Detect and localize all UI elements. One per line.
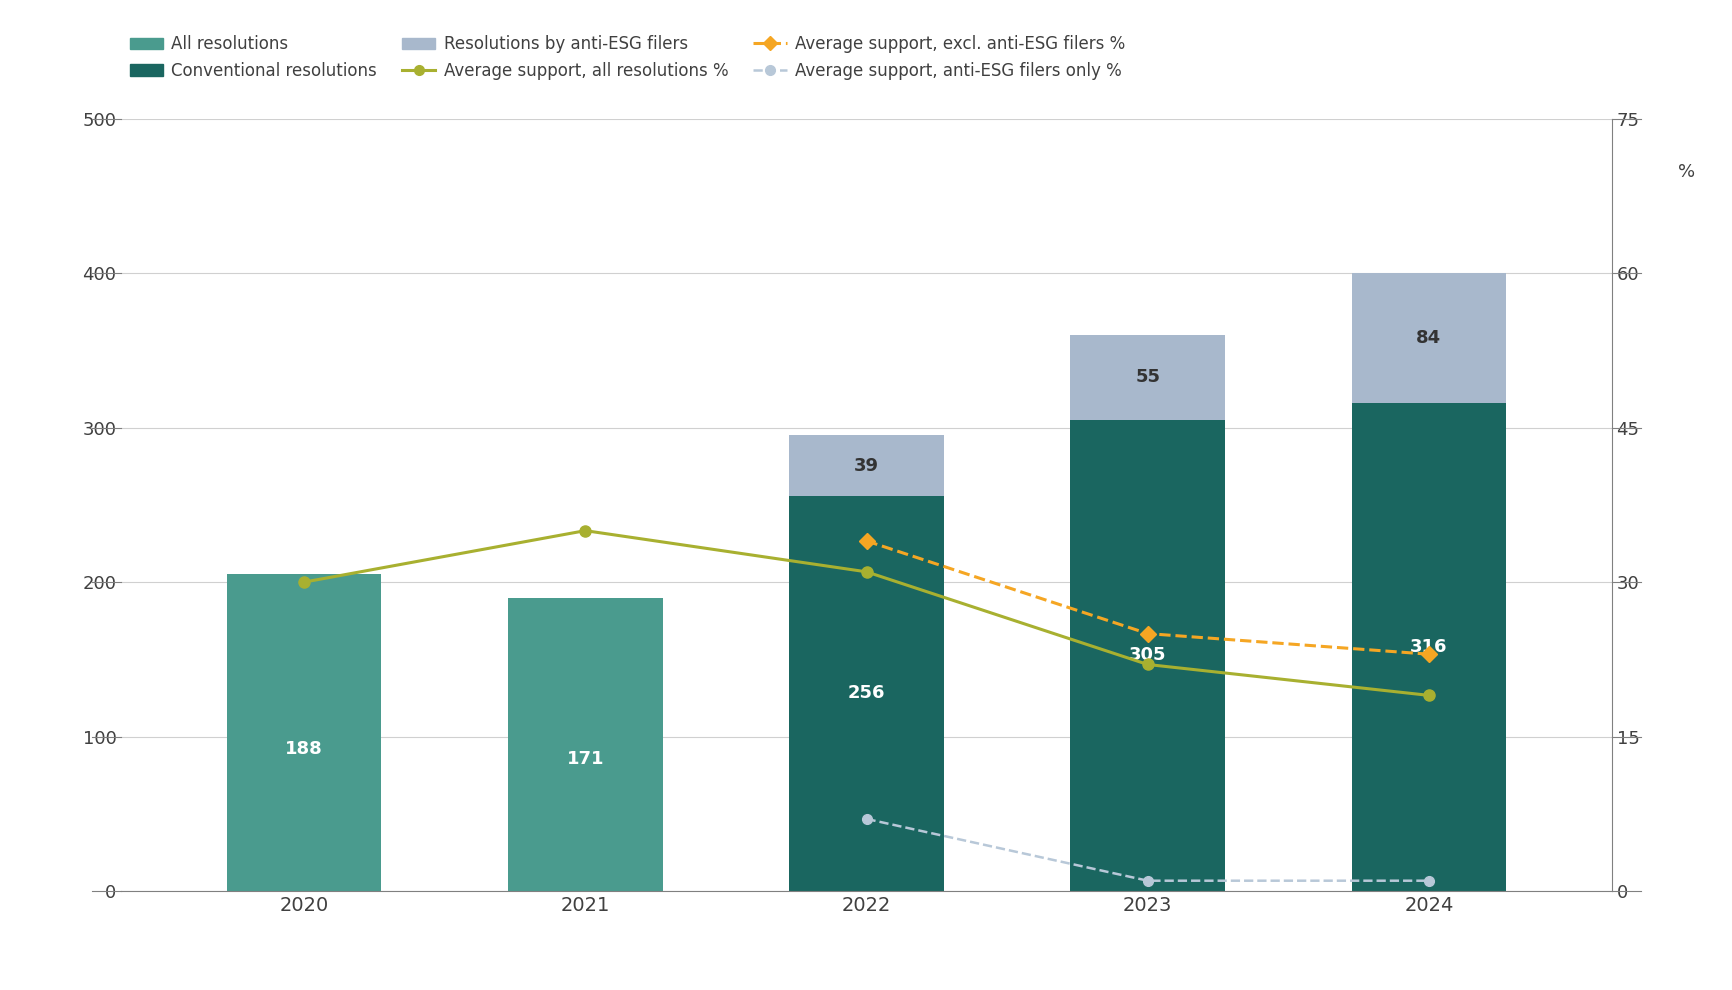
Text: 55: 55 — [1134, 368, 1159, 386]
Text: 171: 171 — [566, 750, 604, 768]
Bar — [1351, 403, 1505, 891]
Text: 188: 188 — [286, 740, 322, 757]
Text: 256: 256 — [847, 684, 885, 702]
Bar — [788, 496, 944, 891]
Text: 39: 39 — [854, 456, 878, 474]
Bar — [1070, 335, 1225, 420]
Text: 84: 84 — [1415, 329, 1441, 347]
Legend: All resolutions, Conventional resolutions, Resolutions by anti-ESG filers, Avera: All resolutions, Conventional resolution… — [130, 36, 1124, 79]
Bar — [1351, 273, 1505, 403]
Bar — [507, 598, 662, 891]
Text: 305: 305 — [1128, 646, 1166, 664]
Bar — [788, 436, 944, 496]
Bar — [1070, 420, 1225, 891]
Bar — [227, 574, 381, 891]
Text: 316: 316 — [1410, 638, 1446, 656]
Text: %: % — [1677, 163, 1694, 181]
